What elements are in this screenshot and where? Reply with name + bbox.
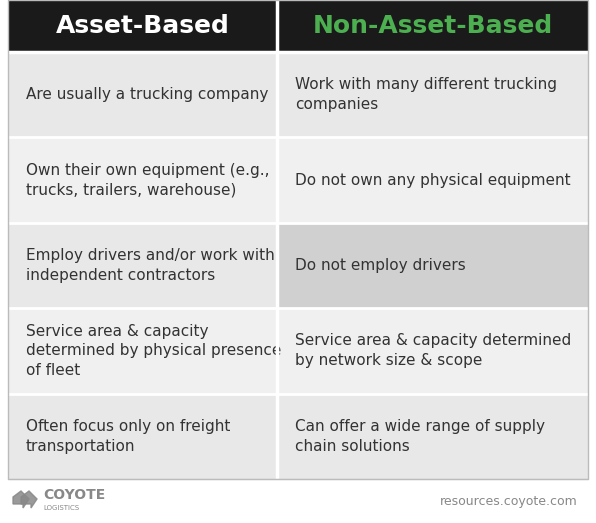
Text: resources.coyote.com: resources.coyote.com (440, 495, 578, 507)
Text: Can offer a wide range of supply
chain solutions: Can offer a wide range of supply chain s… (295, 419, 545, 453)
Text: Service area & capacity
determined by physical presence
of fleet: Service area & capacity determined by ph… (26, 324, 281, 378)
Text: COYOTE: COYOTE (43, 488, 105, 502)
Text: Do not employ drivers: Do not employ drivers (295, 258, 466, 273)
Bar (8, 138, 277, 223)
Bar (277, 138, 588, 223)
Text: Asset-Based: Asset-Based (55, 14, 229, 38)
Text: Employ drivers and/or work with
independent contractors: Employ drivers and/or work with independ… (26, 248, 275, 283)
Text: Non-Asset-Based: Non-Asset-Based (312, 14, 552, 38)
Bar (277, 308, 588, 394)
Bar (277, 52, 588, 138)
Text: Own their own equipment (e.g.,
trucks, trailers, warehouse): Own their own equipment (e.g., trucks, t… (26, 163, 269, 198)
Text: Service area & capacity determined
by network size & scope: Service area & capacity determined by ne… (295, 334, 572, 368)
Polygon shape (21, 491, 37, 508)
Bar (8, 394, 277, 479)
Bar (277, 223, 588, 308)
Bar (8, 52, 277, 138)
Text: Do not own any physical equipment: Do not own any physical equipment (295, 173, 571, 188)
Polygon shape (13, 491, 29, 508)
Text: Are usually a trucking company: Are usually a trucking company (26, 87, 268, 102)
Bar (8, 0, 588, 52)
Bar (277, 394, 588, 479)
Bar (8, 479, 588, 523)
Text: Often focus only on freight
transportation: Often focus only on freight transportati… (26, 419, 231, 453)
Text: LOGISTICS: LOGISTICS (43, 505, 79, 511)
Bar (8, 223, 277, 308)
Text: Work with many different trucking
companies: Work with many different trucking compan… (295, 77, 557, 112)
Bar (8, 308, 277, 394)
